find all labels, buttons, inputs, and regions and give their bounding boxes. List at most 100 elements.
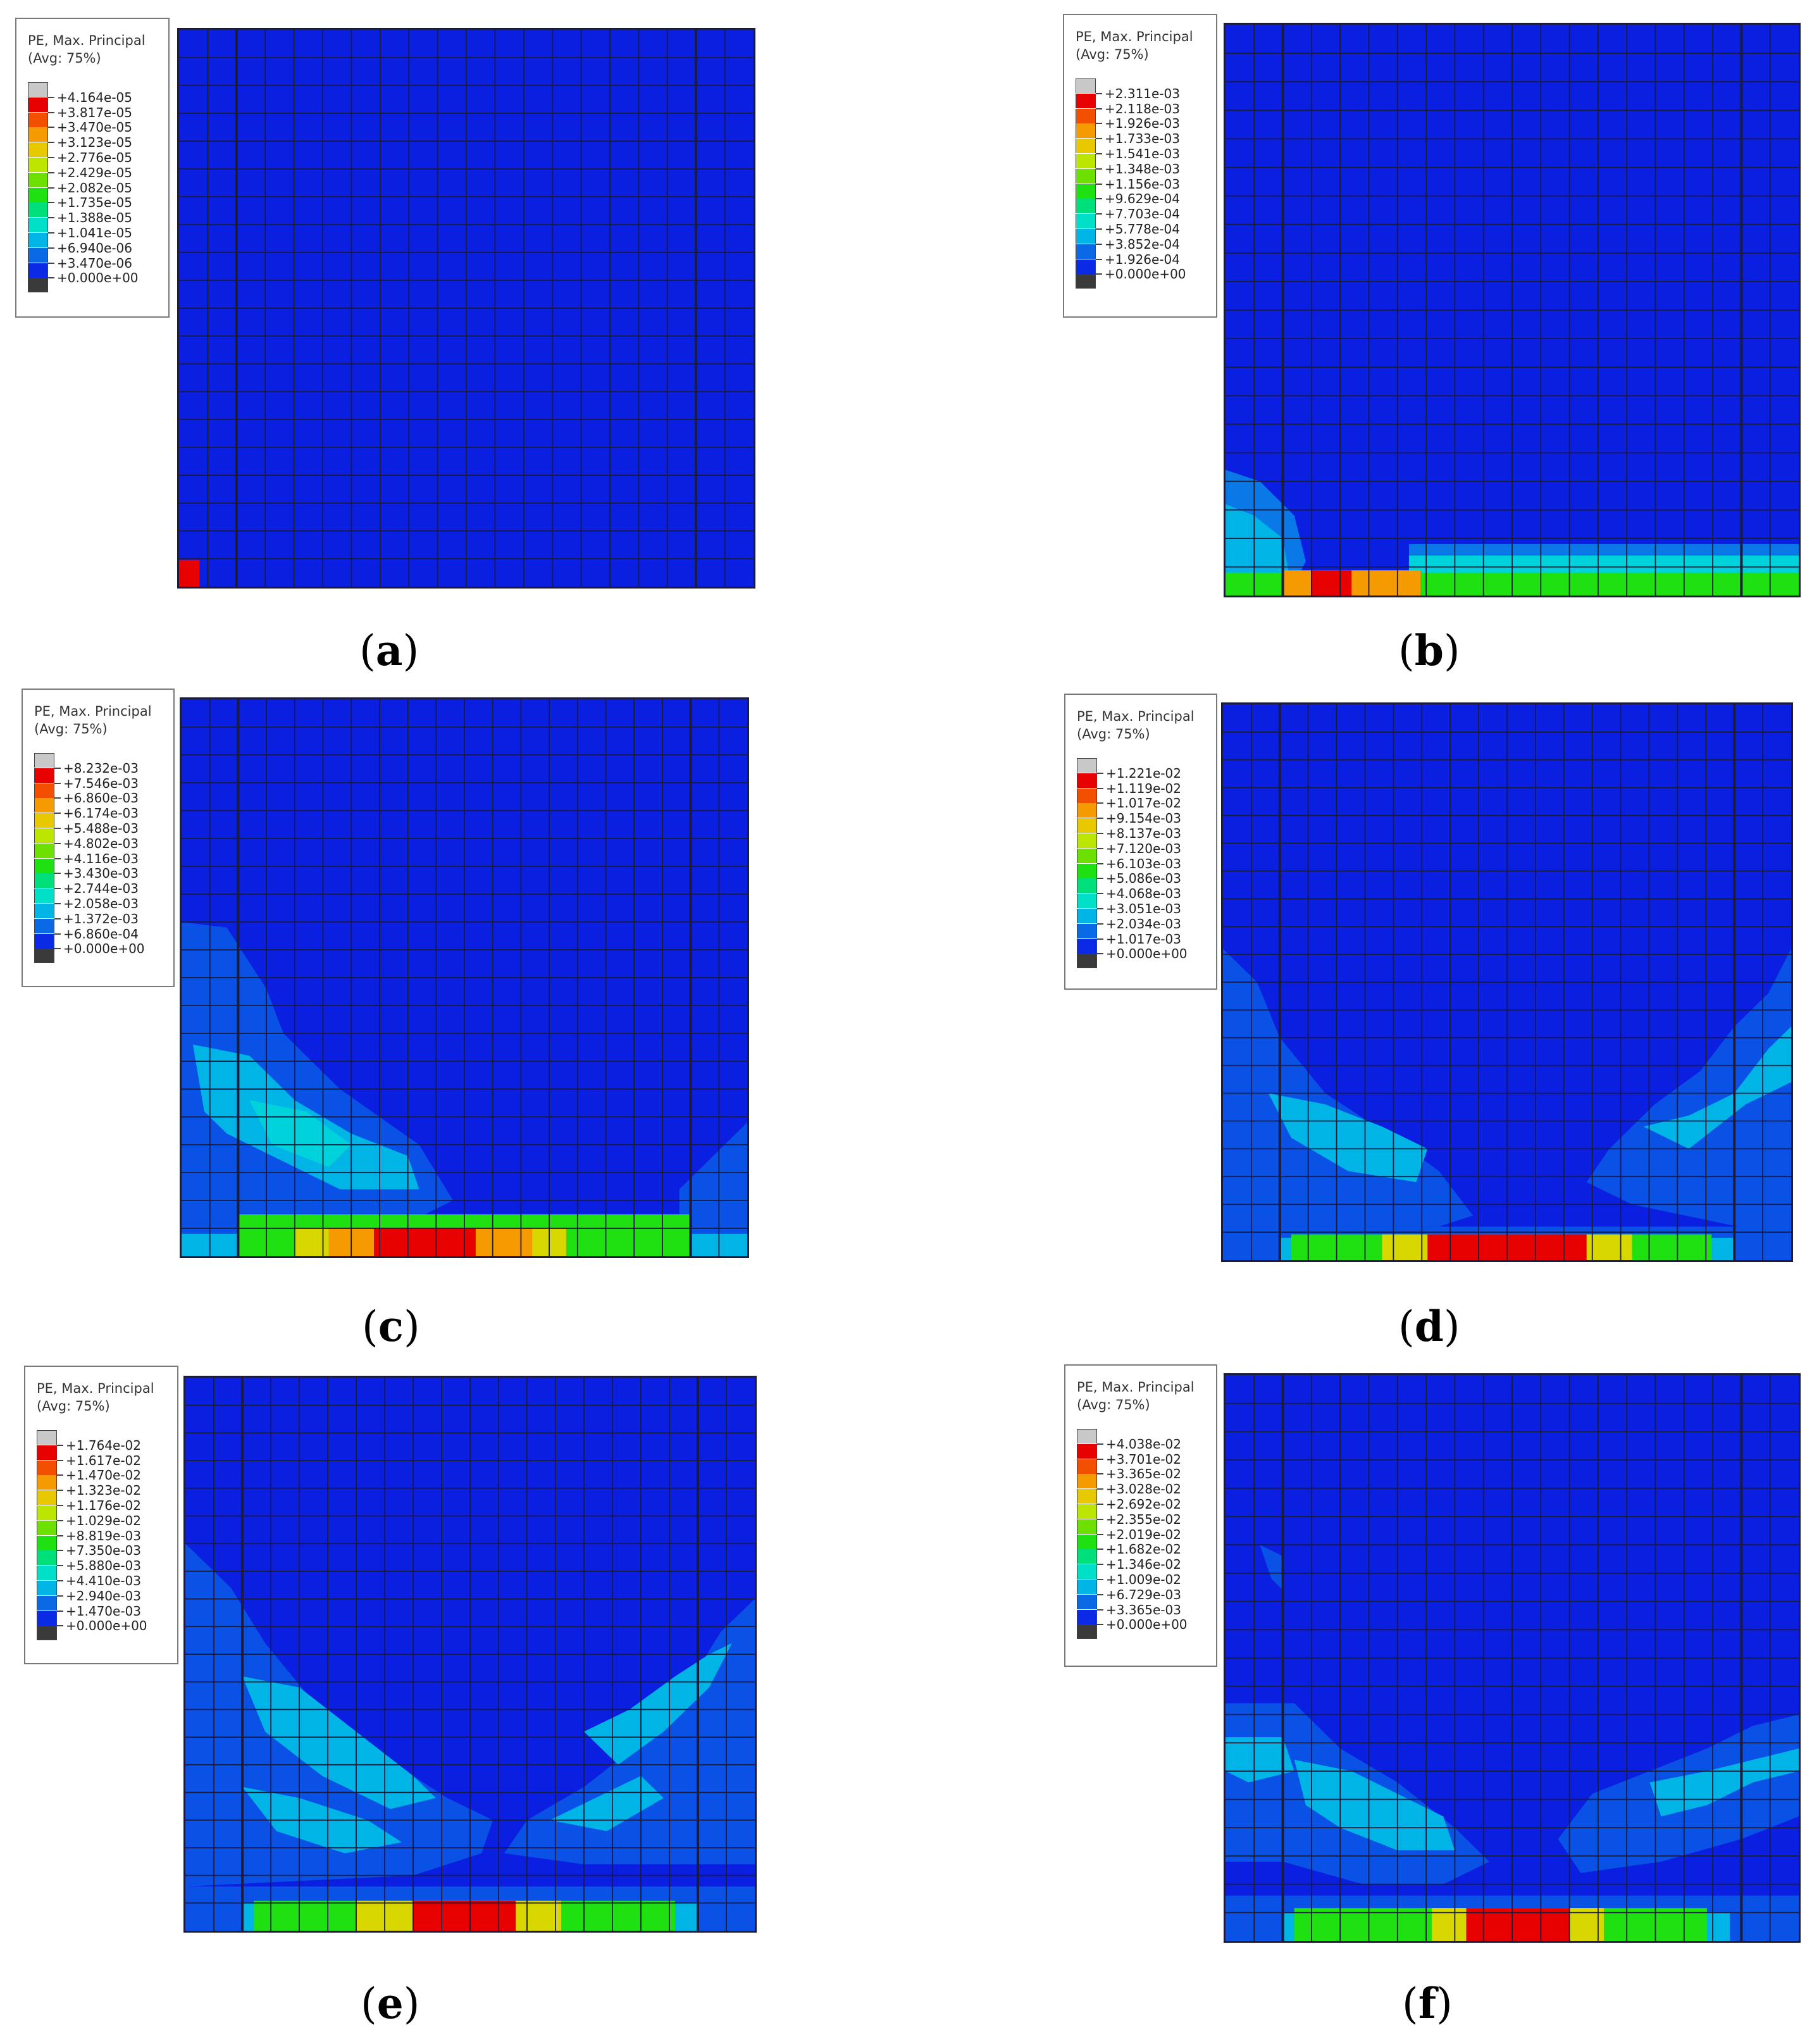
contour-region xyxy=(1643,1026,1791,1149)
scale-swatch xyxy=(1076,199,1096,214)
scale-tick xyxy=(1097,938,1103,940)
scale-swatch xyxy=(1077,773,1097,788)
contour-region xyxy=(584,1643,732,1765)
scale-value: +4.068e-03 xyxy=(1106,886,1181,902)
legend-title-line1: PE, Max. Principal xyxy=(1077,709,1195,724)
scale-swatch xyxy=(1077,1429,1097,1443)
scale-value: +1.682e-02 xyxy=(1106,1542,1181,1557)
scale-tick xyxy=(1097,1488,1103,1490)
scale-tick xyxy=(48,202,54,204)
scale-tick xyxy=(48,142,54,144)
scale-tick xyxy=(1096,123,1102,125)
legend-title-line2: (Avg: 75%) xyxy=(37,1399,110,1414)
scale-tick xyxy=(1097,1518,1103,1520)
scale-tick xyxy=(1097,863,1103,864)
scale-tick xyxy=(48,157,54,158)
scale-value: +2.940e-03 xyxy=(66,1588,141,1604)
scale-swatch xyxy=(1077,923,1097,938)
scale-value: +1.041e-05 xyxy=(57,225,132,240)
caption-d: (d) xyxy=(1398,1301,1460,1352)
scale-swatch xyxy=(1077,1609,1097,1624)
scale-swatch xyxy=(1077,1474,1097,1489)
scale-swatch xyxy=(34,828,54,843)
scale-swatch xyxy=(34,858,54,873)
contour-region xyxy=(1260,1545,1283,1590)
scale-tick xyxy=(54,888,61,890)
scale-tick xyxy=(1096,273,1102,275)
scale-swatch xyxy=(37,1550,57,1566)
scale-swatch xyxy=(37,1626,57,1641)
scale-tick xyxy=(54,797,61,799)
scale-tick xyxy=(48,187,54,189)
scale-value: +2.311e-03 xyxy=(1105,85,1180,101)
scale-value: +1.735e-05 xyxy=(57,195,132,211)
scale-swatch xyxy=(34,873,54,888)
caption-letter: e xyxy=(376,1979,404,2028)
legend-title: PE, Max. Principal (Avg: 75%) xyxy=(28,32,146,67)
caption-close: ) xyxy=(403,1302,420,1351)
mesh-plot-b xyxy=(1224,23,1801,597)
scale-swatch xyxy=(1076,244,1096,259)
scale-swatch xyxy=(1077,1624,1097,1640)
scale-swatch xyxy=(28,187,48,203)
scale-tick xyxy=(1097,1458,1103,1460)
scale-swatch xyxy=(1077,878,1097,894)
scale-tick xyxy=(54,857,61,859)
legend-title: PE, Max. Principal (Avg: 75%) xyxy=(34,702,152,738)
scale-swatch xyxy=(1076,139,1096,154)
scale-value: +4.038e-02 xyxy=(1106,1436,1181,1452)
scale-value: +2.355e-02 xyxy=(1106,1511,1181,1527)
legend-title-line2: (Avg: 75%) xyxy=(34,721,108,737)
contour-region xyxy=(179,559,200,587)
caption-close: ) xyxy=(1443,626,1460,675)
scale-swatch xyxy=(37,1475,57,1490)
scale-value: +1.372e-03 xyxy=(63,911,139,926)
caption-letter: c xyxy=(378,1302,404,1351)
scale-swatch xyxy=(28,218,48,233)
caption-letter: f xyxy=(1418,1979,1437,2028)
caption-close: ) xyxy=(402,626,419,675)
scale-value: +2.429e-05 xyxy=(57,165,132,180)
scale-value: +5.778e-04 xyxy=(1105,221,1180,237)
scale-tick xyxy=(1097,908,1103,909)
caption-a: (a) xyxy=(359,625,419,676)
scale-swatch xyxy=(37,1430,57,1445)
scale-value: +4.410e-03 xyxy=(66,1573,141,1588)
scale-value: +3.365e-03 xyxy=(1106,1602,1181,1617)
scale-swatch xyxy=(1077,1443,1097,1459)
scale-tick xyxy=(48,232,54,234)
mesh-plot-f xyxy=(1224,1373,1801,1943)
scale-value: +9.629e-04 xyxy=(1105,191,1180,207)
scale-tick xyxy=(1097,878,1103,880)
contour-region xyxy=(504,1598,755,1865)
scale-swatch xyxy=(1077,938,1097,954)
caption-b: (b) xyxy=(1398,625,1460,676)
scale-swatch xyxy=(1076,154,1096,168)
contour-region xyxy=(413,1900,516,1931)
scale-value: +3.028e-02 xyxy=(1106,1481,1181,1497)
scale-value: +3.701e-02 xyxy=(1106,1451,1181,1467)
scale-value: +8.819e-03 xyxy=(66,1528,141,1543)
caption-close: ) xyxy=(1436,1979,1453,2028)
scale-tick xyxy=(1097,923,1103,925)
caption-open: ( xyxy=(1398,626,1415,675)
scale-value: +1.323e-02 xyxy=(66,1483,141,1499)
scale-value: +6.174e-03 xyxy=(63,806,139,821)
scale-tick xyxy=(54,813,61,814)
legend-c: PE, Max. Principal (Avg: 75%) +8.232e-03 +… xyxy=(22,689,175,987)
scale-swatch xyxy=(34,783,54,798)
mesh-svg xyxy=(185,1378,755,1931)
scale-swatch xyxy=(1076,184,1096,199)
caption-letter: b xyxy=(1414,626,1444,675)
scale-swatch xyxy=(34,813,54,828)
caption-open: ( xyxy=(361,1979,377,2028)
caption-close: ) xyxy=(1443,1302,1460,1351)
legend-title-line1: PE, Max. Principal xyxy=(1076,29,1193,44)
caption-letter: a xyxy=(375,626,403,675)
scale-value: +0.000e+00 xyxy=(57,270,139,286)
scale-swatch xyxy=(1077,1580,1097,1594)
scale-tick xyxy=(57,1535,63,1536)
scale-swatch xyxy=(34,918,54,933)
scale-swatch xyxy=(1077,833,1097,848)
scale-tick xyxy=(48,111,54,113)
